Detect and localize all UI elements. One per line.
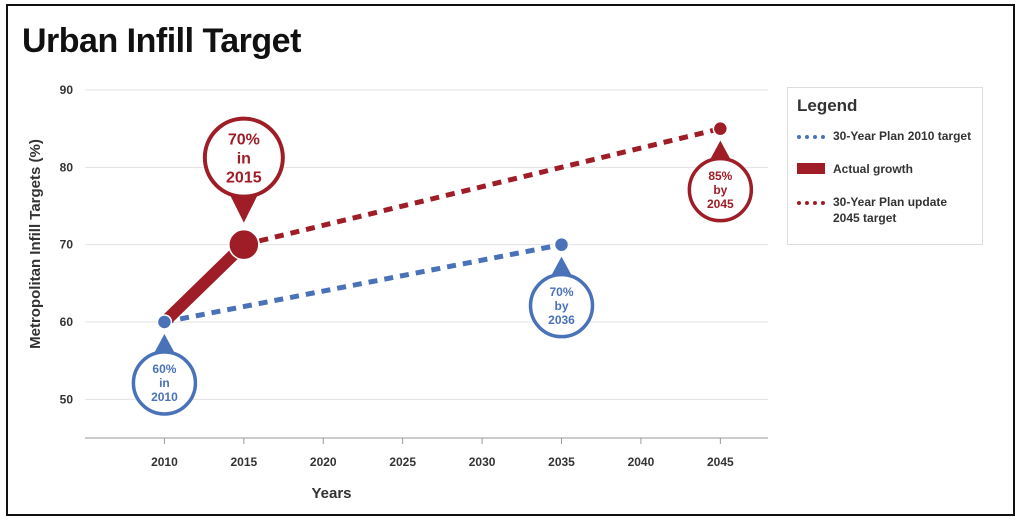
annotation-label: by xyxy=(713,183,727,197)
y-tick-label: 70 xyxy=(60,238,74,252)
annotation-label: 60% xyxy=(152,362,176,376)
annotation-label: by xyxy=(555,299,569,313)
series-line-actual-growth xyxy=(158,238,250,328)
annotation-pin-tail xyxy=(227,190,260,223)
legend-swatch-blue-dotted xyxy=(797,135,825,139)
data-point-2035 xyxy=(553,236,570,253)
y-tick-label: 50 xyxy=(60,392,74,406)
x-tick-label: 2015 xyxy=(230,455,257,469)
legend-label: 30-Year Plan 2010 target xyxy=(833,129,972,143)
x-tick-label: 2035 xyxy=(548,455,575,469)
annotation-label: 70% xyxy=(549,285,573,299)
x-tick-label: 2025 xyxy=(389,455,416,469)
annotation-bubble xyxy=(528,272,595,339)
annotation-bubble xyxy=(687,156,754,223)
x-tick-label: 2045 xyxy=(707,455,734,469)
legend-label: Actual growth xyxy=(833,162,913,176)
x-tick-label: 2030 xyxy=(469,455,496,469)
annotation-label: 2010 xyxy=(151,390,178,404)
series-line-plan-2045-target xyxy=(243,126,721,248)
annotation-label: 2036 xyxy=(548,313,575,327)
data-point-2045 xyxy=(712,120,729,137)
y-axis-title: Metropolitan Infill Targets (%) xyxy=(27,139,44,349)
series-line-plan-2010-target xyxy=(163,242,562,325)
y-tick-label: 60 xyxy=(60,315,74,329)
legend-label-line: 30-Year Plan update xyxy=(833,195,948,209)
data-point-2015 xyxy=(228,228,260,261)
legend-title: Legend xyxy=(797,96,858,115)
x-tick-label: 2020 xyxy=(310,455,337,469)
y-tick-label: 90 xyxy=(60,83,74,97)
annotation-label: 2045 xyxy=(707,197,734,211)
annotation-label: in xyxy=(159,376,170,390)
legend-label-line: 2045 target xyxy=(833,211,897,225)
legend: Legend 30-Year Plan 2010 target Actual g… xyxy=(787,87,983,245)
annotation-bubble xyxy=(202,116,285,199)
annotation-label: 85% xyxy=(708,169,732,183)
y-tick-label: 80 xyxy=(60,160,74,174)
annotation-label: 70% xyxy=(228,131,260,148)
legend-swatch-red-solid xyxy=(797,163,825,174)
data-point-2010 xyxy=(156,314,173,330)
x-tick-label: 2010 xyxy=(151,455,178,469)
annotation-label: in xyxy=(237,150,251,167)
legend-label: 30-Year Plan update 2045 target xyxy=(833,194,983,226)
chart-title: Urban Infill Target xyxy=(22,22,301,60)
x-axis-title: Years xyxy=(311,485,351,502)
annotation-label: 2015 xyxy=(226,169,262,186)
legend-swatch-red-dotted xyxy=(797,201,825,205)
annotation-bubble xyxy=(131,350,198,416)
x-tick-label: 2040 xyxy=(628,455,655,469)
